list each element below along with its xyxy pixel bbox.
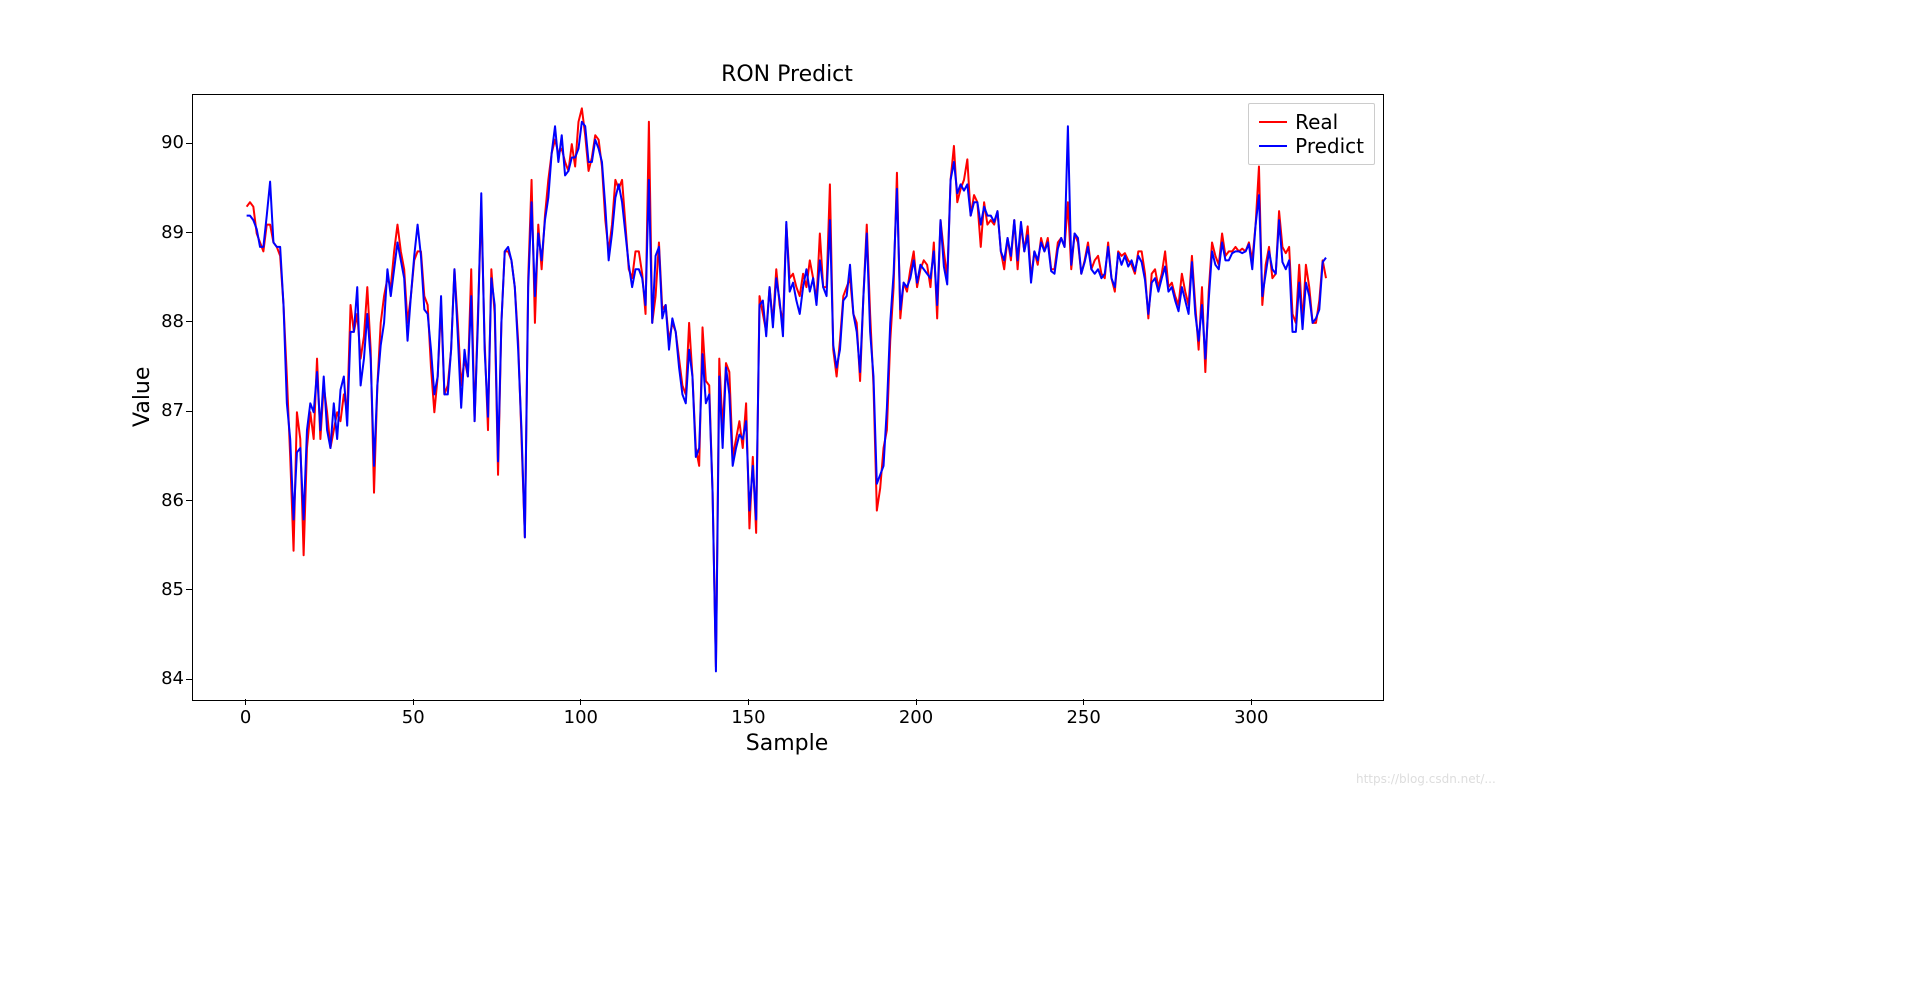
x-tick-label: 0: [226, 707, 266, 728]
x-tick-mark: [580, 699, 581, 705]
y-tick-label: 90: [152, 132, 184, 153]
y-tick-label: 84: [152, 668, 184, 689]
legend-label: Real: [1295, 110, 1338, 134]
chart-title: RON Predict: [192, 62, 1382, 87]
x-tick-label: 250: [1064, 707, 1104, 728]
y-tick-label: 85: [152, 579, 184, 600]
y-tick-label: 87: [152, 400, 184, 421]
y-tick-mark: [186, 232, 192, 233]
y-tick-mark: [186, 679, 192, 680]
legend-swatch: [1259, 145, 1287, 147]
x-tick-label: 100: [561, 707, 601, 728]
y-tick-mark: [186, 143, 192, 144]
watermark-text: https://blog.csdn.net/...: [1356, 772, 1496, 786]
x-tick-label: 200: [896, 707, 936, 728]
series-real: [247, 108, 1326, 667]
x-tick-mark: [1251, 699, 1252, 705]
y-tick-label: 88: [152, 311, 184, 332]
y-tick-mark: [186, 500, 192, 501]
series-predict: [247, 122, 1326, 672]
legend-item: Real: [1259, 110, 1364, 134]
y-tick-label: 89: [152, 222, 184, 243]
legend-item: Predict: [1259, 134, 1364, 158]
plot-area: RealPredict: [192, 94, 1384, 701]
x-tick-label: 50: [393, 707, 433, 728]
line-svg: [193, 95, 1383, 700]
x-tick-mark: [748, 699, 749, 705]
y-tick-mark: [186, 411, 192, 412]
y-tick-label: 86: [152, 490, 184, 511]
legend-swatch: [1259, 121, 1287, 123]
x-tick-mark: [245, 699, 246, 705]
chart-figure: RealPredict RON Predict Sample Value 050…: [0, 0, 1536, 790]
x-tick-label: 150: [728, 707, 768, 728]
y-tick-mark: [186, 589, 192, 590]
legend-label: Predict: [1295, 134, 1364, 158]
x-tick-mark: [916, 699, 917, 705]
x-tick-mark: [1083, 699, 1084, 705]
x-tick-label: 300: [1231, 707, 1271, 728]
x-tick-mark: [413, 699, 414, 705]
x-axis-label: Sample: [192, 731, 1382, 756]
legend: RealPredict: [1248, 103, 1375, 165]
y-tick-mark: [186, 321, 192, 322]
